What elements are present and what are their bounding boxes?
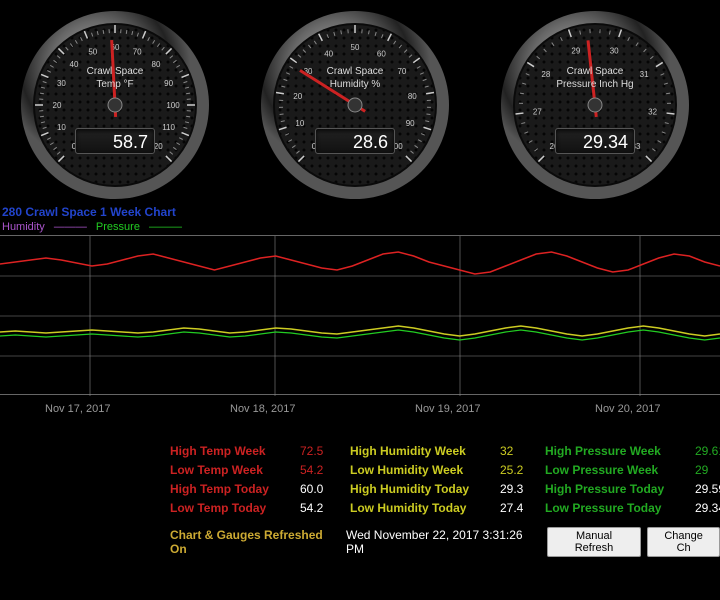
stat-value: 29 (695, 463, 720, 477)
svg-text:20: 20 (293, 92, 302, 101)
manual-refresh-button[interactable]: Manual Refresh (547, 527, 641, 557)
svg-text:40: 40 (324, 49, 333, 58)
x-tick-label: Nov 18, 2017 (230, 403, 295, 415)
svg-text:29: 29 (571, 46, 580, 55)
stat-label: High Humidity Today (350, 482, 500, 496)
stat-value: 72.5 (300, 444, 350, 458)
chart-legend: Humidity ——— Pressure ——— (2, 221, 720, 233)
stat-value: 29.61 (695, 444, 720, 458)
svg-text:32: 32 (648, 107, 657, 116)
stat-value: 60.0 (300, 482, 350, 496)
x-tick-label: Nov 17, 2017 (45, 403, 110, 415)
gauge-title: Crawl SpacePressure Inch Hg (500, 65, 690, 91)
stat-value: 29.34 (695, 501, 720, 515)
gauge: 2627282930313233 Crawl SpacePressure Inc… (500, 10, 690, 200)
stat-value: 27.4 (500, 501, 545, 515)
gauge-title: Crawl SpaceHumidity % (260, 65, 450, 91)
svg-text:27: 27 (533, 107, 542, 116)
change-chart-button[interactable]: Change Ch (647, 527, 720, 557)
stat-label: High Temp Week (170, 444, 300, 458)
stat-value: 25.2 (500, 463, 545, 477)
gauge-value: 58.7 (75, 128, 155, 154)
gauge: 0102030405060708090100110120 Crawl Space… (20, 10, 210, 200)
gauge-value: 28.6 (315, 128, 395, 154)
legend-item: Pressure (96, 221, 140, 233)
stat-label: Low Pressure Today (545, 501, 695, 515)
week-chart (0, 235, 720, 395)
stat-label: High Humidity Week (350, 444, 500, 458)
svg-text:90: 90 (406, 119, 415, 128)
stat-label: Low Temp Today (170, 501, 300, 515)
footer: Chart & Gauges Refreshed On Wed November… (0, 527, 720, 557)
stat-label: Low Pressure Week (545, 463, 695, 477)
svg-text:10: 10 (295, 119, 304, 128)
stat-label: Low Humidity Today (350, 501, 500, 515)
refresh-label: Chart & Gauges Refreshed On (170, 528, 340, 556)
svg-text:50: 50 (88, 47, 97, 56)
stat-label: High Pressure Week (545, 444, 695, 458)
svg-text:60: 60 (377, 49, 386, 58)
stat-label: Low Temp Week (170, 463, 300, 477)
stat-label: Low Humidity Week (350, 463, 500, 477)
chart-x-axis: Nov 17, 2017 Nov 18, 2017 Nov 19, 2017 Nov … (0, 403, 720, 419)
stat-value: 54.2 (300, 501, 350, 515)
svg-text:10: 10 (57, 123, 66, 132)
stat-value: 32 (500, 444, 545, 458)
svg-text:70: 70 (133, 47, 142, 56)
stats-table: High Temp Week 72.5 High Humidity Week 3… (0, 444, 720, 515)
stat-label: High Temp Today (170, 482, 300, 496)
chart-title: 280 Crawl Space 1 Week Chart (2, 205, 720, 219)
gauge-title: Crawl SpaceTemp °F (20, 65, 210, 91)
svg-text:110: 110 (162, 123, 175, 132)
svg-text:20: 20 (53, 101, 62, 110)
svg-text:100: 100 (166, 101, 180, 110)
stat-value: 29.59 (695, 482, 720, 496)
gauge: 0102030405060708090100 Crawl SpaceHumidi… (260, 10, 450, 200)
gauge-value: 29.34 (555, 128, 635, 154)
refresh-time: Wed November 22, 2017 3:31:26 PM (346, 528, 541, 556)
x-tick-label: Nov 19, 2017 (415, 403, 480, 415)
stat-value: 54.2 (300, 463, 350, 477)
stat-label: High Pressure Today (545, 482, 695, 496)
gauges-row: 0102030405060708090100110120 Crawl Space… (0, 0, 720, 200)
legend-item: Humidity (2, 221, 45, 233)
svg-text:30: 30 (610, 46, 619, 55)
stat-value: 29.3 (500, 482, 545, 496)
x-tick-label: Nov 20, 2017 (595, 403, 660, 415)
svg-text:50: 50 (351, 43, 360, 52)
svg-text:80: 80 (408, 92, 417, 101)
